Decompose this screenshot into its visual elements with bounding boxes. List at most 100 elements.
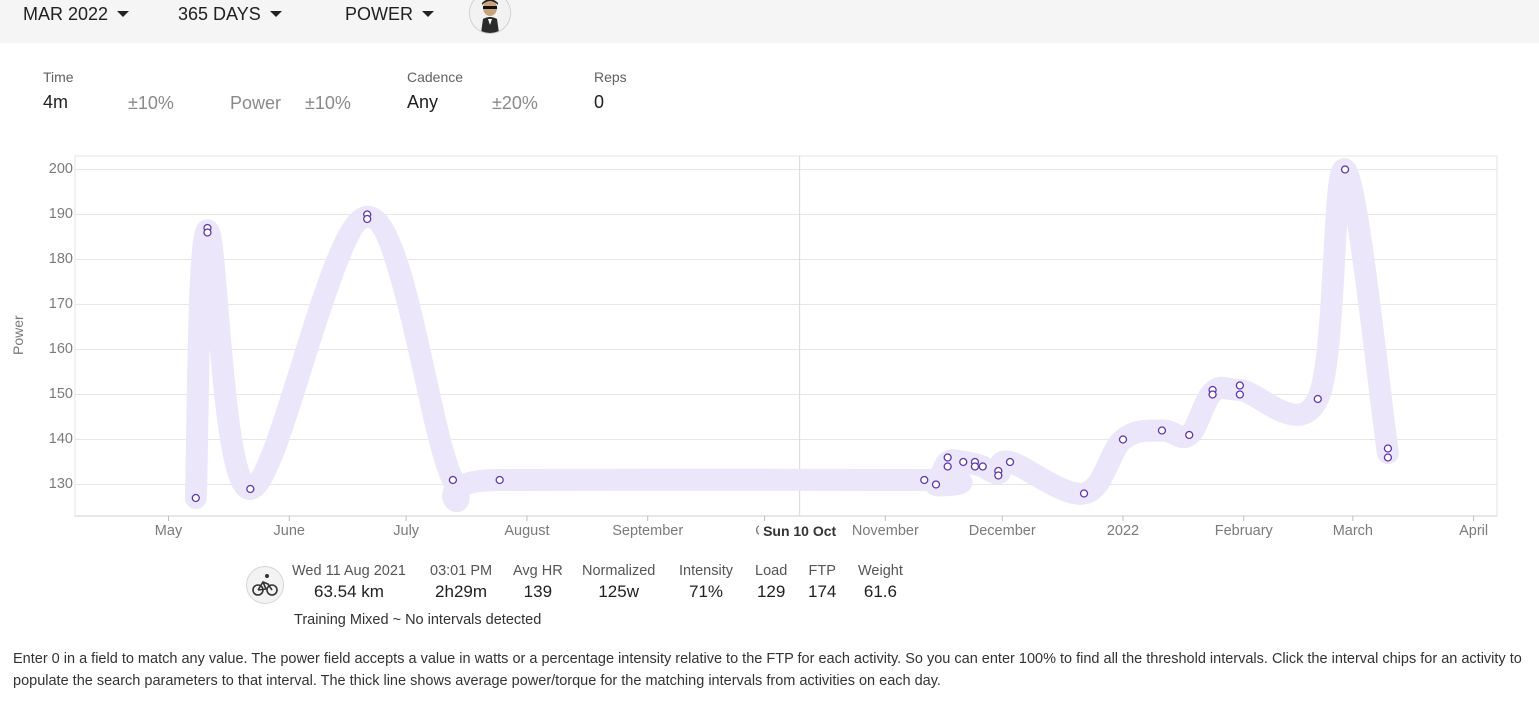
normalized-label: Normalized (582, 563, 656, 579)
help-text: Enter 0 in a field to match any value. T… (13, 651, 1522, 689)
time-tolerance[interactable]: ±10% (128, 93, 174, 114)
cadence-tolerance[interactable]: ±20% (492, 93, 538, 114)
activity-start-time: 03:01 PM (430, 563, 493, 579)
activity-duration: 2h29m (435, 582, 488, 601)
activity-date[interactable]: Wed 11 Aug 2021 (292, 563, 406, 579)
x-tick-label: 2022 (1106, 523, 1140, 539)
avg-hr-label: Avg HR (513, 563, 563, 579)
interval-point[interactable] (1079, 489, 1089, 498)
top-toolbar: MAR 2022 365 DAYS POWER (0, 0, 1539, 43)
x-tick-label: December (968, 523, 1036, 539)
hover-date-label: Sun 10 Oct (759, 523, 841, 539)
x-tick-label: September (612, 523, 684, 539)
x-tick-label: November (851, 523, 919, 539)
period-label: MAR 2022 (23, 3, 109, 24)
interval-point[interactable] (931, 480, 941, 489)
power-tolerance-value: ±10% (305, 93, 351, 113)
reps-value[interactable]: 0 (594, 92, 605, 112)
avatar-image (470, 0, 510, 33)
y-tick-label: 160 (48, 340, 73, 357)
cadence-value[interactable]: Any (407, 92, 439, 112)
cadence-param[interactable]: Cadence Any (407, 69, 463, 113)
load-label: Load (755, 563, 788, 579)
x-tick-label: June (273, 523, 305, 539)
interval-point[interactable] (203, 228, 212, 237)
interval-point[interactable] (943, 453, 952, 462)
power-chart[interactable] (0, 150, 1539, 540)
x-tick-label: August (504, 523, 550, 539)
activity-time-col: 03:01 PM 2h29m (430, 563, 492, 602)
average-power-band (184, 158, 1399, 513)
avg-hr-col: Avg HR 139 (513, 563, 563, 602)
interval-point[interactable] (246, 484, 255, 494)
interval-point[interactable] (1235, 381, 1245, 390)
metric-label: POWER (345, 3, 414, 24)
load-value: 129 (756, 582, 786, 601)
load-col: Load 129 (755, 563, 787, 602)
weight-label: Weight (858, 563, 903, 579)
caret-down-icon (117, 11, 130, 17)
interval-point[interactable] (1185, 430, 1194, 440)
power-tolerance[interactable]: ±10% (305, 93, 351, 114)
interval-point[interactable] (920, 475, 929, 485)
time-label: Time (43, 69, 74, 85)
y-tick-label: 140 (48, 430, 73, 447)
interval-point[interactable] (1005, 457, 1015, 467)
activity-distance: 63.54 km (314, 582, 384, 601)
interval-point[interactable] (1340, 165, 1350, 174)
interval-point[interactable] (1208, 390, 1217, 399)
normalized-value: 125w (598, 582, 639, 601)
interval-point[interactable] (943, 462, 952, 471)
interval-point[interactable] (970, 462, 980, 471)
interval-point[interactable] (978, 462, 987, 471)
reps-label: Reps (594, 69, 627, 85)
avg-hr-value: 139 (523, 582, 553, 601)
interval-point[interactable] (191, 493, 200, 503)
plot-frame (74, 155, 1498, 517)
ftp-value: 174 (808, 582, 837, 601)
x-tick-label: March (1332, 523, 1373, 539)
interval-point[interactable] (994, 471, 1003, 480)
activity-type-badge[interactable] (246, 566, 284, 604)
cadence-tolerance-value: ±20% (492, 93, 538, 113)
interval-point[interactable] (448, 475, 458, 485)
reps-param[interactable]: Reps 0 (594, 69, 627, 113)
y-tick-label: 150 (48, 385, 73, 402)
x-tick-label: April (1459, 523, 1489, 539)
activity-summary[interactable]: Training Mixed ~ No intervals detected (294, 612, 542, 628)
y-axis-label: Power (10, 315, 26, 355)
activity-date-col[interactable]: Wed 11 Aug 2021 63.54 km (292, 563, 406, 602)
y-tick-label: 130 (48, 475, 73, 492)
caret-down-icon (269, 11, 282, 17)
interval-point[interactable] (1383, 453, 1393, 462)
time-param[interactable]: Time 4m (43, 69, 74, 113)
avatar[interactable] (469, 0, 511, 34)
y-tick-label: 180 (48, 250, 73, 267)
interval-points (191, 165, 1393, 503)
time-value[interactable]: 4m (43, 92, 69, 112)
average-power-line (184, 158, 1399, 513)
range-dropdown[interactable]: 365 DAYS (178, 0, 282, 28)
period-dropdown[interactable]: MAR 2022 (23, 0, 130, 28)
intensity-col: Intensity 71% (679, 563, 733, 602)
bike-icon (252, 574, 278, 596)
interval-point[interactable] (1383, 444, 1393, 453)
time-tolerance-value: ±10% (128, 93, 174, 113)
y-tick-label: 200 (48, 160, 73, 177)
x-tick-label: May (154, 523, 183, 539)
interval-point[interactable] (1118, 435, 1128, 444)
interval-point[interactable] (363, 214, 372, 224)
interval-point[interactable] (495, 475, 504, 485)
power-param[interactable]: Power (230, 93, 281, 114)
x-tick-label: July (393, 523, 420, 539)
y-tick-label: 190 (48, 205, 73, 222)
interval-point[interactable] (1313, 394, 1322, 404)
interval-point[interactable] (1157, 426, 1167, 435)
chart-grid (74, 155, 1498, 521)
normalized-col: Normalized 125w (582, 563, 655, 602)
interval-point[interactable] (1235, 390, 1245, 399)
interval-point[interactable] (959, 457, 968, 467)
intensity-label: Intensity (679, 563, 733, 579)
metric-dropdown[interactable]: POWER (345, 0, 435, 28)
intensity-value: 71% (688, 582, 724, 601)
